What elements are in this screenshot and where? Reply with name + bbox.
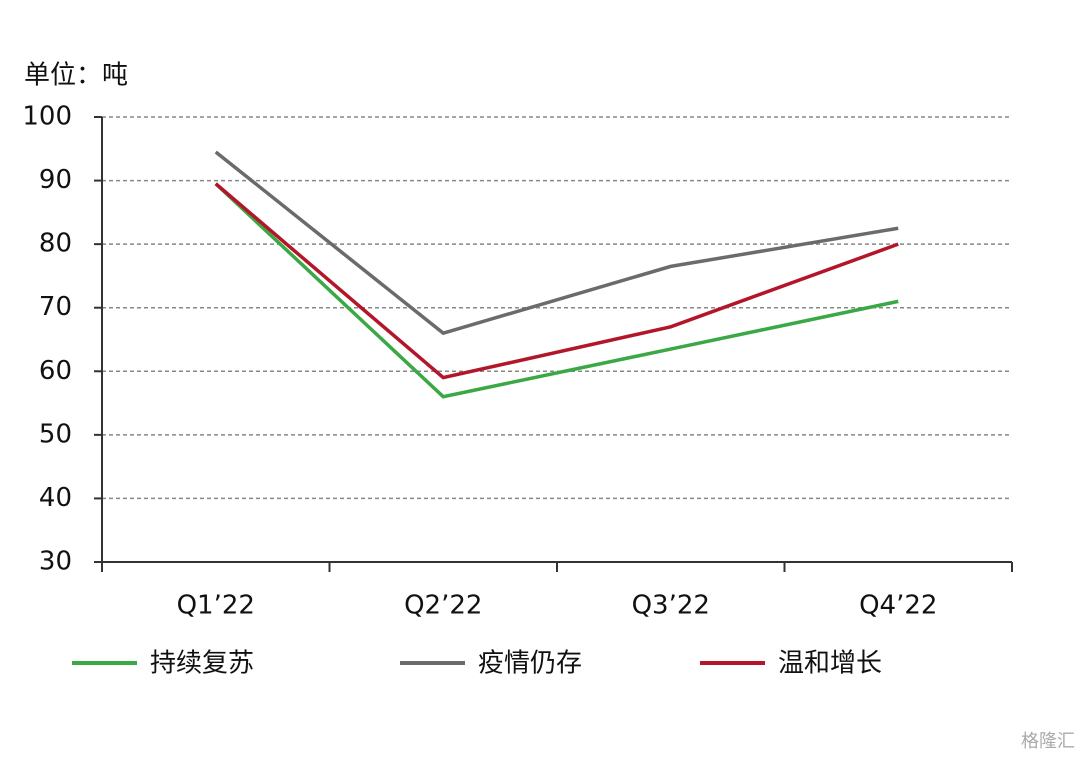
series-line xyxy=(214,150,899,336)
series-line xyxy=(214,182,899,380)
legend-label: 疫情仍存 xyxy=(478,649,582,679)
y-tick-label: 60 xyxy=(39,356,72,386)
series-line xyxy=(214,182,899,399)
watermark: 格隆汇 xyxy=(1021,731,1075,752)
y-axis-label: 单位：吨 xyxy=(24,61,128,91)
y-tick-label: 30 xyxy=(39,547,72,577)
y-tick-label: 70 xyxy=(39,292,72,322)
x-tick-label: Q2’22 xyxy=(404,591,482,621)
y-tick-label: 40 xyxy=(39,483,72,513)
legend-label: 温和增长 xyxy=(778,649,882,679)
x-tick-label: Q3’22 xyxy=(632,591,710,621)
y-tick-label: 100 xyxy=(22,102,72,132)
y-tick-label: 90 xyxy=(39,165,72,195)
y-tick-label: 50 xyxy=(39,419,72,449)
x-tick-label: Q1’22 xyxy=(177,591,255,621)
y-tick-label: 80 xyxy=(39,229,72,259)
legend-label: 持续复苏 xyxy=(150,649,254,679)
x-tick-label: Q4’22 xyxy=(859,591,937,621)
